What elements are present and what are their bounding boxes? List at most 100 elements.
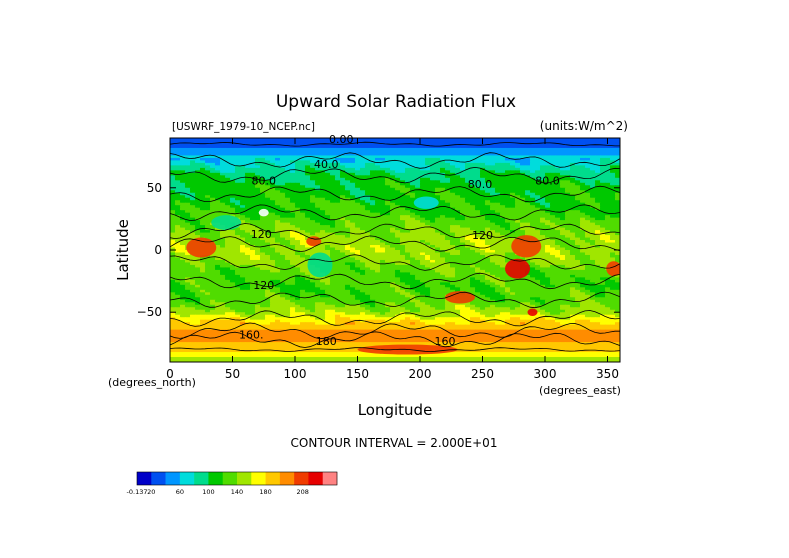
heatmap-cell — [335, 207, 341, 211]
heatmap-cell — [485, 167, 491, 171]
heatmap-cell — [435, 150, 441, 154]
heatmap-cell — [580, 200, 586, 204]
heatmap-cell — [600, 167, 606, 171]
heatmap-cell — [415, 220, 421, 224]
heatmap-cell — [220, 205, 226, 209]
heatmap-cell — [485, 152, 491, 157]
heatmap-cell — [300, 264, 306, 269]
heatmap-cell — [200, 230, 206, 234]
heatmap-cell — [360, 250, 366, 254]
heatmap-cell — [605, 247, 611, 251]
heatmap-cell — [460, 165, 466, 169]
heatmap-cell — [310, 217, 316, 221]
heatmap-cell — [390, 264, 396, 269]
heatmap-cell — [430, 150, 436, 154]
chart-title: Upward Solar Radiation Flux — [276, 92, 516, 112]
heatmap-cell — [465, 235, 471, 239]
heatmap-cell — [445, 252, 451, 256]
heatmap-cell — [260, 157, 266, 161]
heatmap-cell — [330, 200, 336, 204]
heatmap-cell — [400, 157, 406, 161]
heatmap-cell — [410, 230, 416, 234]
heatmap-cell — [290, 254, 296, 259]
heatmap-cell — [360, 192, 366, 196]
heatmap-cell — [230, 165, 236, 169]
heatmap-cell — [255, 250, 261, 254]
heatmap-cell — [545, 205, 551, 209]
heatmap-cell — [295, 167, 301, 171]
heatmap-cell — [490, 195, 496, 199]
heatmap-cell — [180, 247, 186, 251]
heatmap-cell — [550, 185, 556, 189]
heatmap-cell — [255, 217, 261, 221]
heatmap-cell — [410, 200, 416, 204]
heatmap-cell — [320, 145, 326, 149]
heatmap-cell — [615, 232, 620, 236]
heatmap-cell — [260, 160, 266, 164]
heatmap-cell — [450, 259, 456, 264]
heatmap-cell — [195, 232, 201, 236]
heatmap-cell — [235, 155, 241, 159]
heatmap-cell — [545, 250, 551, 254]
heatmap-cell — [530, 157, 536, 161]
heatmap-cell — [540, 160, 546, 164]
heatmap-cell — [440, 160, 446, 164]
heatmap-cell — [595, 259, 601, 264]
heatmap-cell — [600, 160, 606, 164]
heatmap-cell — [465, 197, 471, 201]
heatmap-cell — [475, 200, 481, 204]
heatmap-cell — [205, 254, 211, 259]
heatmap-cell — [305, 180, 311, 184]
heatmap-cell — [295, 172, 301, 176]
heatmap-cell — [470, 237, 476, 241]
heatmap-cell — [475, 264, 481, 269]
heatmap-cell — [410, 212, 416, 216]
heatmap-cell — [355, 217, 361, 221]
heatmap-cell — [260, 175, 266, 179]
heatmap-cell — [595, 145, 601, 149]
heatmap-cell — [195, 195, 201, 199]
heatmap-cell — [540, 259, 546, 264]
heatmap-cell — [455, 235, 461, 239]
heatmap-cell — [345, 247, 351, 251]
heatmap-cell — [395, 197, 401, 201]
heatmap-cell — [260, 147, 266, 152]
heatmap-cell — [525, 257, 531, 261]
heatmap-cell — [600, 162, 606, 166]
heatmap-cell — [200, 147, 206, 152]
heatmap-cell — [265, 180, 271, 184]
heatmap-cell — [575, 152, 581, 157]
heatmap-cell — [455, 222, 461, 226]
heatmap-cell — [350, 155, 356, 159]
heatmap-cell — [595, 230, 601, 234]
heatmap-cell — [590, 192, 596, 196]
heatmap-cell — [470, 252, 476, 256]
heatmap-cell — [440, 257, 446, 261]
heatmap-cell — [410, 195, 416, 199]
heatmap-cell — [305, 259, 311, 264]
heatmap-cell — [490, 200, 496, 204]
heatmap-cell — [615, 250, 620, 254]
heatmap-cell — [310, 202, 316, 206]
heatmap-cell — [320, 172, 326, 176]
heatmap-cell — [605, 237, 611, 241]
heatmap-cell — [585, 245, 591, 249]
heatmap-cell — [265, 242, 271, 246]
heatmap-cell — [475, 180, 481, 184]
heatmap-cell — [190, 145, 196, 149]
heatmap-cell — [425, 160, 431, 164]
heatmap-cell — [275, 220, 281, 224]
heatmap-cell — [265, 185, 271, 189]
heatmap-cell — [265, 200, 271, 204]
heatmap-cell — [605, 254, 611, 259]
heatmap-cell — [525, 195, 531, 199]
heatmap-cell — [535, 202, 541, 206]
heatmap-cell — [280, 197, 286, 201]
heatmap-cell — [195, 142, 201, 147]
heatmap-cell — [565, 190, 571, 194]
heatmap-cell — [365, 180, 371, 184]
heatmap-cell — [255, 192, 261, 196]
heatmap-cell — [375, 274, 381, 278]
heatmap-cell — [530, 175, 536, 179]
heatmap-cell — [180, 252, 186, 256]
